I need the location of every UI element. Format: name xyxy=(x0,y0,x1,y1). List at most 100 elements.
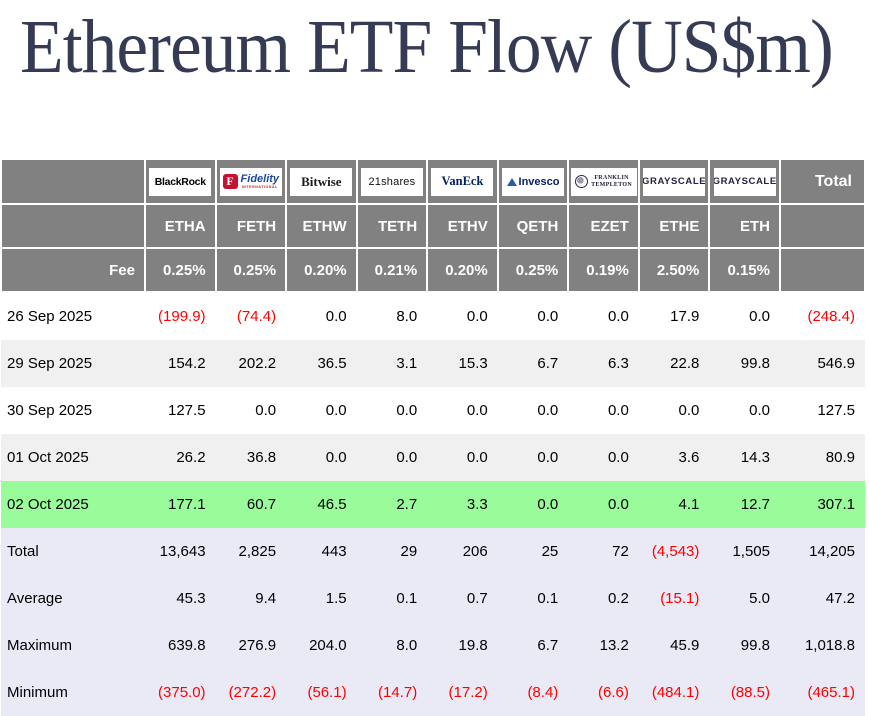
flow-value: 6.7 xyxy=(497,622,569,669)
flow-value: 6.7 xyxy=(497,340,569,387)
flow-value: 2,825 xyxy=(215,528,287,575)
flow-value: 46.5 xyxy=(286,481,357,528)
flow-value: (56.1) xyxy=(286,669,357,716)
flow-value: 22.8 xyxy=(638,340,710,387)
flow-value: 0.0 xyxy=(568,292,639,340)
flow-value: 0.0 xyxy=(497,481,569,528)
flow-value: 0.0 xyxy=(356,434,428,481)
provider-cell-teth: 21shares xyxy=(355,158,429,205)
provider-cell-ethv: VanEck xyxy=(426,158,499,205)
flow-value: 4.1 xyxy=(638,481,710,528)
flow-value: 0.0 xyxy=(709,387,780,434)
flow-value: 5.0 xyxy=(709,575,780,622)
flow-value: 29 xyxy=(356,528,428,575)
row-label: 02 Oct 2025 xyxy=(1,481,145,528)
row-label: 29 Sep 2025 xyxy=(1,340,145,387)
flow-value: 0.0 xyxy=(497,292,569,340)
flow-value: 0.1 xyxy=(497,575,569,622)
table-row-total: Total 13,643 2,825 443 29 206 25 72 (4,543) 1,505… xyxy=(1,528,865,575)
fidelity-logo: F Fidelity INTERNATIONAL xyxy=(219,167,282,196)
fee-eth: 0.15% xyxy=(708,247,781,293)
flow-value: (272.2) xyxy=(215,669,287,716)
fee-ethe: 2.50% xyxy=(637,247,711,293)
flow-value: 546.9 xyxy=(780,340,865,387)
table-row-minimum: Minimum (375.0) (272.2) (56.1) (14.7) (17.2)(… xyxy=(1,669,865,716)
fee-ethw: 0.20% xyxy=(285,247,358,293)
flow-value: 25 xyxy=(497,528,569,575)
flow-value: 307.1 xyxy=(780,481,865,528)
flow-value: 80.9 xyxy=(780,434,865,481)
row-label: Maximum xyxy=(1,622,145,669)
flow-value: (74.4) xyxy=(215,292,287,340)
flow-value: 14,205 xyxy=(780,528,865,575)
fee-row: Fee 0.25% 0.25% 0.20% 0.21% 0.20% 0.25% 0.19% 2.… xyxy=(0,247,866,293)
invesco-logo: Invesco xyxy=(502,167,564,196)
table-body: 26 Sep 2025 (199.9) (74.4) 0.0 8.0 0.0 0.0 0.0 1… xyxy=(1,292,865,716)
header-corner-cell xyxy=(0,158,146,205)
flow-value: 639.8 xyxy=(145,622,216,669)
flow-value: 12.7 xyxy=(709,481,780,528)
flow-value: 0.0 xyxy=(497,387,569,434)
franklin-seal-icon xyxy=(575,175,589,188)
flow-value: 276.9 xyxy=(215,622,287,669)
flow-value: (88.5) xyxy=(709,669,780,716)
bitwise-logo: Bitwise xyxy=(290,167,353,196)
flow-value: 3.6 xyxy=(638,434,710,481)
table-row-02-oct-2025: 02 Oct 2025 177.1 60.7 46.5 2.7 3.3 0.0 0.0 4.1 1… xyxy=(1,481,865,528)
table-row-maximum: Maximum 639.8 276.9 204.0 8.0 19.8 6.7 13.2 45.9… xyxy=(1,622,865,669)
fee-etha: 0.25% xyxy=(144,247,217,293)
flow-value: (199.9) xyxy=(145,292,216,340)
fee-total-empty-cell xyxy=(779,247,866,293)
flow-value: 2.7 xyxy=(356,481,428,528)
flow-value: 60.7 xyxy=(215,481,287,528)
ticker-eth: ETH xyxy=(708,203,781,249)
ticker-etha: ETHA xyxy=(144,203,217,249)
flow-value: 1,018.8 xyxy=(780,622,865,669)
vaneck-logo: VanEck xyxy=(431,167,494,196)
flow-value: 0.0 xyxy=(568,481,639,528)
flow-value: 45.9 xyxy=(638,622,710,669)
flow-value: (248.4) xyxy=(780,292,865,340)
ticker-row: ETHA FETH ETHW TETH ETHV QETH EZET ETHE ETH xyxy=(0,203,866,249)
flow-value: 0.0 xyxy=(568,387,639,434)
flow-value: 154.2 xyxy=(145,340,216,387)
flow-value: 202.2 xyxy=(215,340,287,387)
flow-value: 45.3 xyxy=(145,575,216,622)
flow-value: 0.0 xyxy=(356,387,428,434)
flow-value: 6.3 xyxy=(568,340,639,387)
flow-value: 15.3 xyxy=(427,340,498,387)
provider-cell-ethe: GRAYSCALE xyxy=(637,158,711,205)
flow-value: 0.0 xyxy=(286,387,357,434)
flow-value: 26.2 xyxy=(145,434,216,481)
flow-value: 19.8 xyxy=(427,622,498,669)
ticker-corner-cell xyxy=(0,203,146,249)
flow-value: 0.2 xyxy=(568,575,639,622)
flow-value: (4,543) xyxy=(638,528,710,575)
flow-value: 0.0 xyxy=(638,387,710,434)
row-label: 30 Sep 2025 xyxy=(1,387,145,434)
fee-ethv: 0.20% xyxy=(426,247,499,293)
flow-value: (484.1) xyxy=(638,669,710,716)
fidelity-subtext: INTERNATIONAL xyxy=(241,184,278,189)
fee-feth: 0.25% xyxy=(214,247,288,293)
provider-cell-etha: BlackRock xyxy=(144,158,217,205)
provider-cell-eth: GRAYSCALE xyxy=(708,158,781,205)
flow-value: 13,643 xyxy=(145,528,216,575)
flow-value: 0.0 xyxy=(286,434,357,481)
etf-flow-table: BlackRock F Fidelity INTERNATIONAL Bitwise 21… xyxy=(0,158,866,716)
total-column-header: Total xyxy=(779,158,866,205)
table-row-29-sep-2025: 29 Sep 2025 154.2 202.2 36.5 3.1 15.3 6.7 6.3 22… xyxy=(1,340,865,387)
flow-value: 0.0 xyxy=(427,434,498,481)
ticker-ethv: ETHV xyxy=(426,203,499,249)
provider-cell-feth: F Fidelity INTERNATIONAL xyxy=(214,158,288,205)
row-label: 01 Oct 2025 xyxy=(1,434,145,481)
franklin-templeton-logo: FRANKLIN TEMPLETON xyxy=(570,167,637,196)
flow-value: 0.0 xyxy=(427,292,498,340)
flow-value: 8.0 xyxy=(356,292,428,340)
fidelity-wordmark: Fidelity xyxy=(240,172,280,185)
flow-value: 443 xyxy=(286,528,357,575)
provider-cell-ezet: FRANKLIN TEMPLETON xyxy=(567,158,640,205)
flow-value: (375.0) xyxy=(145,669,216,716)
table-header: BlackRock F Fidelity INTERNATIONAL Bitwise 21… xyxy=(0,158,866,293)
